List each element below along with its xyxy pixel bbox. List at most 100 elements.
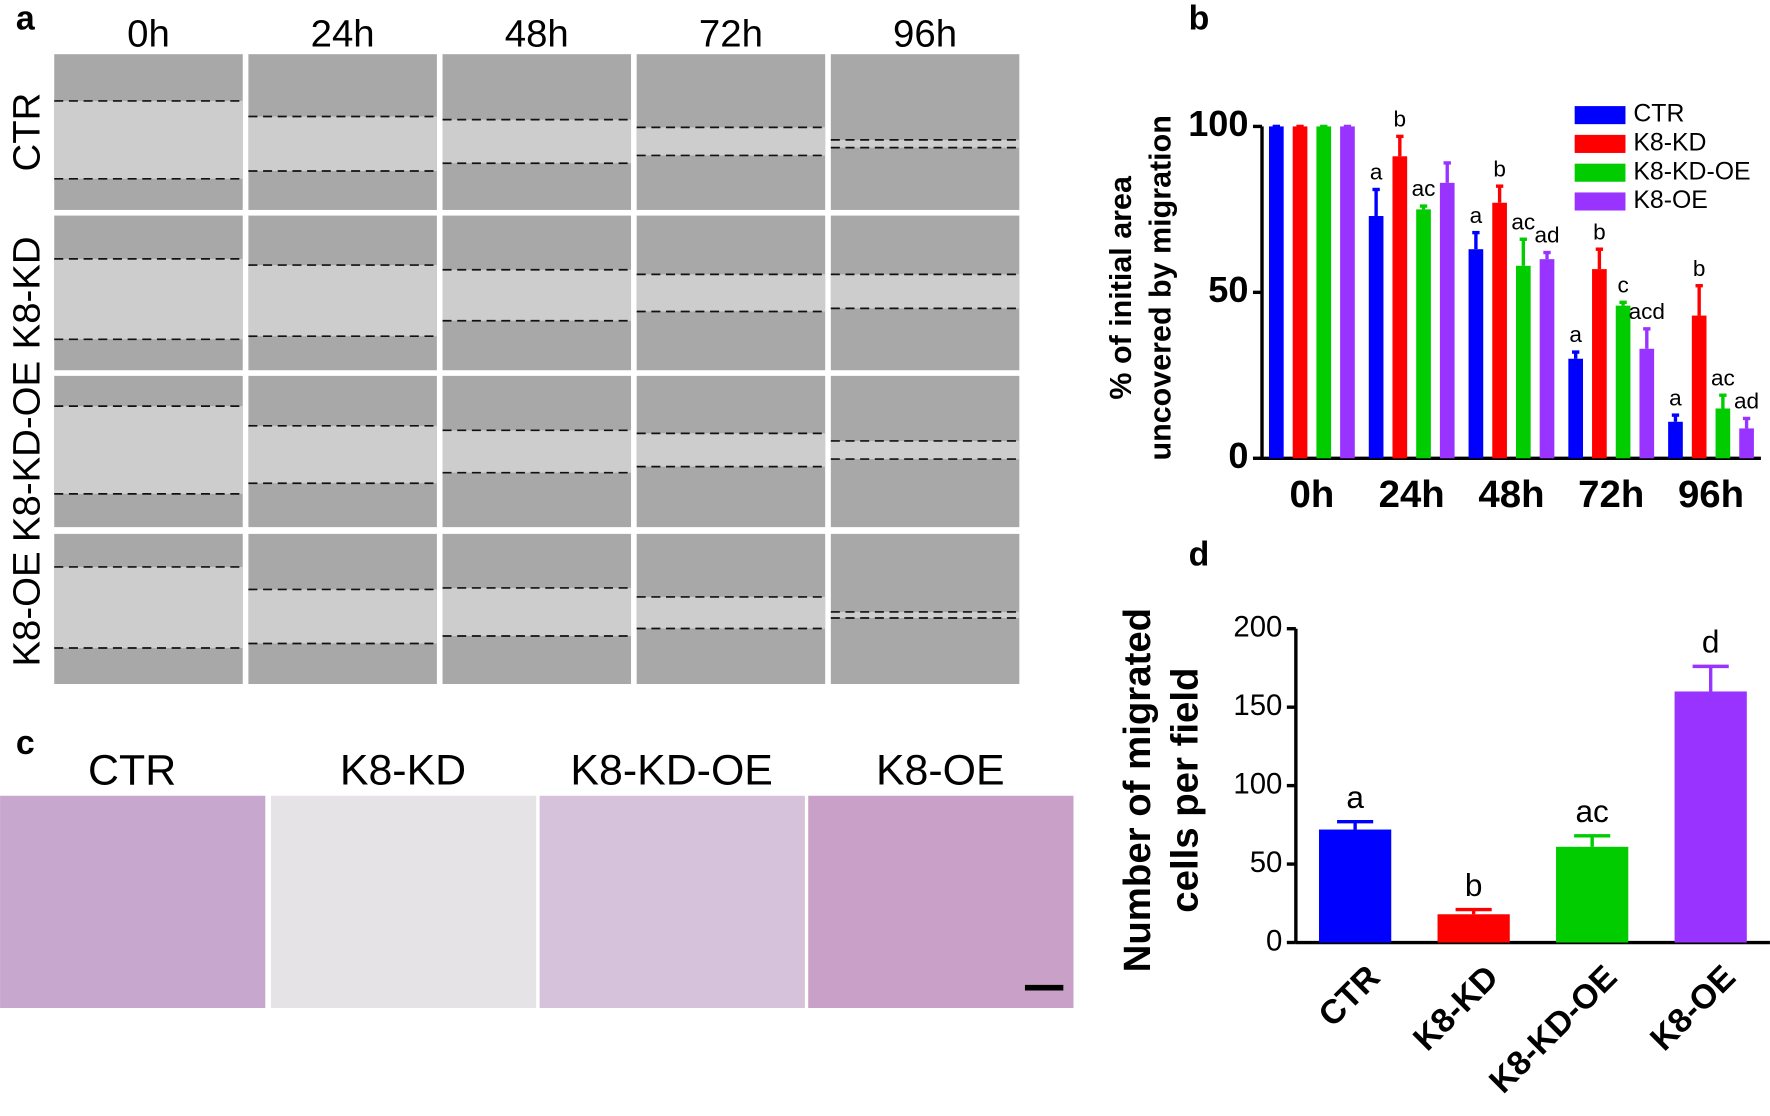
- wound-area: [830, 139, 1020, 148]
- significance-label: a: [1669, 385, 1682, 410]
- x-tick-label: 72h: [1578, 473, 1644, 516]
- wound-area: [636, 127, 826, 156]
- wound-area: [54, 258, 243, 340]
- y-tick-label: 0: [1266, 924, 1282, 957]
- wound-area: [830, 611, 1020, 618]
- legend-label: K8-KD: [1633, 129, 1706, 156]
- row-label: K8-KD: [6, 236, 49, 349]
- significance-label: b: [1693, 256, 1706, 281]
- wound-area: [54, 566, 243, 648]
- micrograph: [539, 795, 805, 1008]
- x-tick-label: CTR: [1311, 958, 1387, 1034]
- bar: [1319, 829, 1392, 943]
- legend-swatch: [1574, 192, 1626, 211]
- wound-area: [248, 589, 437, 644]
- y-axis-label: cells per field: [1164, 668, 1207, 913]
- row-label: K8-OE: [6, 551, 49, 666]
- wound-area: [54, 406, 243, 494]
- significance-label: acd: [1629, 299, 1665, 324]
- row-label: CTR: [6, 93, 49, 172]
- x-tick-label: 24h: [1379, 473, 1445, 516]
- wound-area: [830, 274, 1020, 309]
- wound-area: [636, 433, 826, 467]
- significance-label: ad: [1534, 223, 1559, 248]
- bar: [1739, 428, 1754, 459]
- bar: [1715, 408, 1731, 459]
- wound-area: [248, 116, 437, 172]
- panel-label: d: [1189, 535, 1210, 573]
- y-tick-label: 150: [1233, 689, 1282, 722]
- bar: [1674, 691, 1747, 943]
- y-tick-label: 100: [1233, 767, 1282, 800]
- column-header: 72h: [699, 12, 763, 55]
- bar: [1340, 126, 1355, 459]
- wound-area: [248, 425, 437, 484]
- significance-label: d: [1702, 624, 1720, 660]
- x-tick-label: 0h: [1290, 473, 1335, 516]
- y-axis-label: % of initial area: [1104, 175, 1138, 400]
- column-header: K8-KD-OE: [570, 747, 773, 795]
- wound-area: [442, 269, 632, 321]
- column-header: 96h: [893, 12, 957, 55]
- bar: [1592, 269, 1607, 459]
- bar: [1691, 315, 1707, 459]
- significance-label: a: [1470, 203, 1483, 228]
- legend-swatch: [1574, 106, 1626, 125]
- significance-label: ac: [1412, 176, 1436, 201]
- wound-area: [248, 265, 437, 337]
- bar: [1539, 259, 1555, 459]
- column-header: 0h: [127, 12, 170, 55]
- bar: [1468, 249, 1484, 459]
- panel-label: a: [16, 0, 36, 37]
- y-tick-label: 200: [1233, 610, 1282, 643]
- bar: [1515, 265, 1531, 459]
- legend-label: CTR: [1633, 101, 1684, 128]
- significance-label: a: [1569, 322, 1582, 347]
- panel-label: b: [1189, 0, 1210, 37]
- wound-area: [830, 440, 1020, 460]
- significance-label: b: [1465, 867, 1483, 903]
- legend-swatch: [1574, 134, 1626, 153]
- micrograph: [830, 54, 1020, 210]
- significance-label: b: [1493, 156, 1506, 181]
- y-axis-label: uncovered by migration: [1144, 115, 1178, 460]
- row-label: K8-KD-OE: [6, 361, 49, 542]
- y-tick-label: 50: [1250, 846, 1283, 879]
- wound-area: [54, 100, 243, 179]
- wound-area: [636, 274, 826, 312]
- micrograph: [270, 795, 537, 1008]
- wound-area: [636, 596, 826, 629]
- significance-label: ac: [1711, 365, 1735, 390]
- bar: [1269, 126, 1284, 459]
- wound-area: [442, 119, 632, 164]
- bar: [1668, 421, 1683, 459]
- x-tick-label: K8-KD-OE: [1482, 958, 1625, 1101]
- bar: [1437, 914, 1510, 943]
- bar: [1368, 216, 1384, 459]
- column-header: 24h: [311, 12, 375, 55]
- x-tick-label: K8-KD: [1406, 958, 1506, 1058]
- significance-label: c: [1617, 272, 1628, 297]
- bar: [1416, 209, 1431, 459]
- micrograph: [830, 533, 1020, 685]
- y-axis-label: Number of migrated: [1116, 608, 1159, 972]
- y-tick-label: 100: [1188, 103, 1248, 144]
- significance-label: a: [1370, 160, 1383, 185]
- bar: [1292, 126, 1308, 459]
- x-tick-label: 96h: [1678, 473, 1744, 516]
- micrograph: [0, 795, 266, 1008]
- y-tick-label: 0: [1228, 435, 1248, 476]
- significance-label: b: [1394, 107, 1407, 132]
- legend-swatch: [1574, 163, 1626, 182]
- bar: [1492, 202, 1507, 459]
- significance-label: b: [1593, 219, 1606, 244]
- bar: [1615, 305, 1631, 459]
- bar: [1392, 156, 1408, 459]
- micrograph: [808, 795, 1074, 1008]
- wound-area: [442, 430, 632, 473]
- significance-label: ad: [1734, 389, 1759, 414]
- significance-label: ac: [1575, 793, 1608, 829]
- column-header: 48h: [505, 12, 569, 55]
- bar: [1439, 182, 1455, 459]
